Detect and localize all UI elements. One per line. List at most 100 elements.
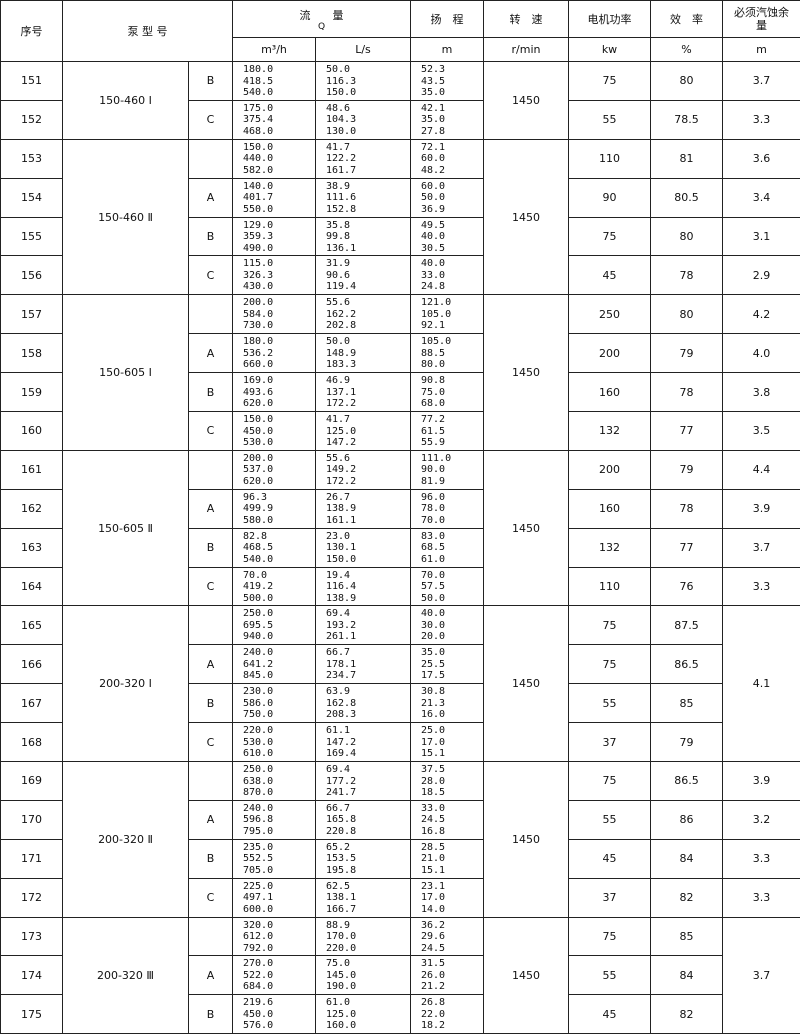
row-number: 165 bbox=[0, 605, 63, 646]
head-cell: 33.0 24.5 16.8 bbox=[410, 799, 484, 840]
motor-power: 200 bbox=[568, 333, 651, 374]
head-value: 26.0 bbox=[421, 969, 446, 981]
row-number: 175 bbox=[0, 994, 63, 1034]
flow-ls-value: 46.9 bbox=[326, 375, 351, 387]
flow-m3h-value: 705.0 bbox=[243, 864, 274, 876]
flow-m3h-value: 169.0 bbox=[243, 375, 274, 387]
efficiency: 77 bbox=[650, 527, 723, 568]
table-body: 151 150-460 Ⅰ B 180.0 418.5 540.0 50.0 116.3 150… bbox=[0, 61, 800, 1034]
head-value: 43.5 bbox=[421, 75, 446, 87]
flow-ls-value: 165.8 bbox=[326, 814, 357, 826]
flow-ls-value: 65.2 bbox=[326, 841, 351, 853]
npsh: 3.8 bbox=[722, 372, 800, 413]
speed: 1450 bbox=[483, 761, 569, 918]
head-value: 40.0 bbox=[421, 258, 446, 270]
flow-m3h-value: 795.0 bbox=[243, 825, 274, 837]
model-suffix bbox=[188, 294, 233, 335]
npsh: 3.6 bbox=[722, 138, 800, 179]
row-number: 174 bbox=[0, 955, 63, 996]
flow-ls-value: 138.9 bbox=[326, 592, 357, 604]
flow-ls-value: 99.8 bbox=[326, 231, 351, 243]
head-cell: 49.5 40.0 30.5 bbox=[410, 216, 484, 257]
head-value: 18.2 bbox=[421, 1020, 446, 1032]
head-value: 88.5 bbox=[421, 347, 446, 359]
flow-ls-value: 220.8 bbox=[326, 825, 357, 837]
header-cell: 转 速 bbox=[483, 0, 569, 38]
flow-ls-value: 61.0 bbox=[326, 997, 351, 1009]
flow-m3h-value: 115.0 bbox=[243, 258, 274, 270]
flow-m3h-value: 250.0 bbox=[243, 608, 274, 620]
head-cell: 105.0 88.5 80.0 bbox=[410, 333, 484, 374]
head-value: 35.0 bbox=[421, 647, 446, 659]
head-value: 90.0 bbox=[421, 464, 446, 476]
flow-ls-value: 63.9 bbox=[326, 686, 351, 698]
model-suffix bbox=[188, 916, 233, 957]
motor-power: 55 bbox=[568, 99, 651, 140]
flow-m3h-value: 638.0 bbox=[243, 775, 274, 787]
flow-ls-cell: 23.0 130.1 150.0 bbox=[315, 527, 411, 568]
efficiency: 81 bbox=[650, 138, 723, 179]
motor-power: 160 bbox=[568, 488, 651, 529]
motor-power: 37 bbox=[568, 877, 651, 918]
flow-ls-cell: 75.0 145.0 190.0 bbox=[315, 955, 411, 996]
flow-ls-value: 147.2 bbox=[326, 736, 357, 748]
flow-m3h-cell: 235.0 552.5 705.0 bbox=[232, 838, 316, 879]
flow-m3h-value: 792.0 bbox=[243, 942, 274, 954]
flow-m3h-cell: 250.0 695.5 940.0 bbox=[232, 605, 316, 646]
motor-power: 132 bbox=[568, 527, 651, 568]
unit-cell: % bbox=[650, 37, 723, 62]
flow-m3h-value: 540.0 bbox=[243, 87, 274, 98]
flow-ls-value: 125.0 bbox=[326, 425, 357, 437]
npsh: 3.9 bbox=[722, 761, 800, 801]
flow-m3h-value: 537.0 bbox=[243, 464, 274, 476]
flow-ls-value: 19.4 bbox=[326, 569, 351, 581]
row-number: 173 bbox=[0, 916, 63, 957]
flow-ls-value: 136.1 bbox=[326, 242, 357, 254]
head-value: 23.1 bbox=[421, 880, 446, 892]
head-cell: 37.5 28.0 18.5 bbox=[410, 761, 484, 801]
flow-m3h-cell: 169.0 493.6 620.0 bbox=[232, 372, 316, 413]
head-value: 111.0 bbox=[421, 452, 452, 464]
flow-m3h-value: 468.5 bbox=[243, 542, 274, 554]
flow-m3h-value: 490.0 bbox=[243, 242, 274, 254]
head-cell: 26.8 22.0 18.2 bbox=[410, 994, 484, 1034]
flow-m3h-value: 440.0 bbox=[243, 153, 274, 165]
head-value: 68.5 bbox=[421, 542, 446, 554]
flow-m3h-value: 641.2 bbox=[243, 658, 274, 670]
npsh: 4.1 bbox=[722, 605, 800, 763]
head-value: 21.0 bbox=[421, 853, 446, 865]
head-value: 105.0 bbox=[421, 336, 452, 348]
flow-m3h-cell: 129.0 359.3 490.0 bbox=[232, 216, 316, 257]
row-number: 170 bbox=[0, 799, 63, 840]
row-number: 163 bbox=[0, 527, 63, 568]
head-value: 55.9 bbox=[421, 437, 446, 449]
flow-m3h-value: 450.0 bbox=[243, 425, 274, 437]
flow-m3h-cell: 70.0 419.2 500.0 bbox=[232, 566, 316, 607]
header-cell: 扬 程 bbox=[410, 0, 484, 38]
head-value: 24.8 bbox=[421, 281, 446, 293]
model-suffix: B bbox=[188, 216, 233, 257]
flow-m3h-cell: 96.3 499.9 580.0 bbox=[232, 488, 316, 529]
head-cell: 121.0 105.0 92.1 bbox=[410, 294, 484, 335]
model-suffix: A bbox=[188, 488, 233, 529]
flow-m3h-value: 250.0 bbox=[243, 764, 274, 776]
flow-m3h-value: 375.4 bbox=[243, 114, 274, 126]
flow-m3h-cell: 82.8 468.5 540.0 bbox=[232, 527, 316, 568]
npsh: 4.0 bbox=[722, 333, 800, 374]
header-text: 流 量 bbox=[299, 8, 344, 22]
head-value: 57.5 bbox=[421, 581, 446, 593]
motor-power: 45 bbox=[568, 838, 651, 879]
motor-power: 45 bbox=[568, 994, 651, 1034]
head-value: 24.5 bbox=[421, 942, 446, 954]
flow-m3h-value: 240.0 bbox=[243, 802, 274, 814]
flow-m3h-value: 401.7 bbox=[243, 192, 274, 204]
flow-ls-value: 122.2 bbox=[326, 153, 357, 165]
flow-ls-value: 193.2 bbox=[326, 619, 357, 631]
head-value: 22.0 bbox=[421, 1008, 446, 1020]
flow-ls-value: 130.1 bbox=[326, 542, 357, 554]
head-value: 70.0 bbox=[421, 569, 446, 581]
npsh: 3.1 bbox=[722, 216, 800, 257]
motor-power: 37 bbox=[568, 722, 651, 763]
flow-m3h-value: 175.0 bbox=[243, 102, 274, 114]
flow-ls-value: 55.6 bbox=[326, 452, 351, 464]
